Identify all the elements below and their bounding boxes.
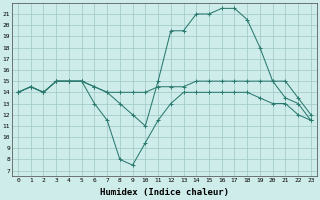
X-axis label: Humidex (Indice chaleur): Humidex (Indice chaleur) xyxy=(100,188,229,197)
